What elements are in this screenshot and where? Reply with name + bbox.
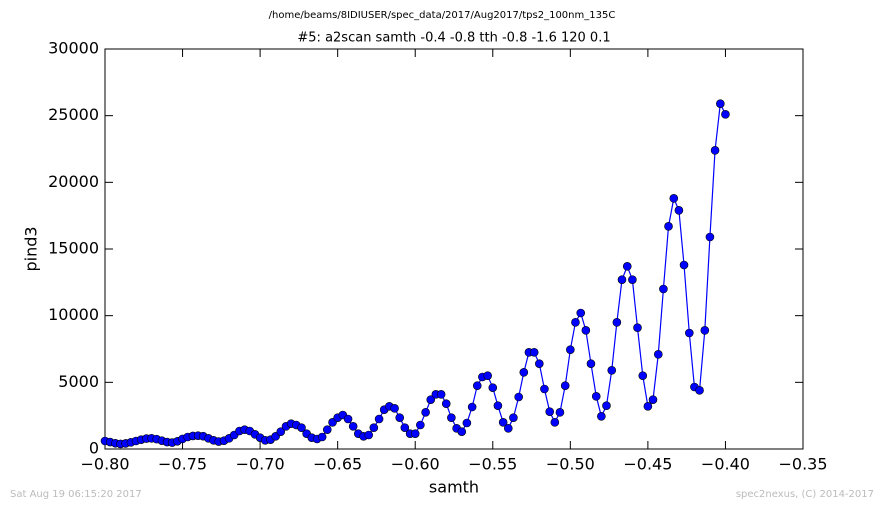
- data-point: [436, 390, 446, 399]
- y-tick-label: 25000: [48, 105, 99, 124]
- data-point: [369, 423, 379, 432]
- data-point: [488, 383, 498, 392]
- data-point: [457, 427, 467, 436]
- data-point: [426, 395, 436, 404]
- data-point: [560, 381, 570, 390]
- y-tick-label: 20000: [48, 172, 99, 191]
- data-point: [659, 284, 668, 294]
- data-point: [343, 414, 353, 424]
- chart-subtitle: /home/beams/8IDIUSER/spec_data/2017/Aug2…: [269, 10, 616, 21]
- x-tick-label: −0.75: [158, 455, 207, 474]
- data-point: [416, 420, 425, 430]
- data-point: [685, 328, 694, 338]
- data-point: [576, 308, 586, 318]
- data-point: [545, 407, 555, 416]
- data-point: [710, 146, 720, 155]
- x-tick-label: −0.35: [778, 455, 827, 474]
- data-point: [498, 418, 508, 427]
- data-point: [410, 429, 420, 438]
- chart-title: #5: a2scan samth -0.4 -0.8 tth -0.8 -1.6…: [297, 31, 610, 46]
- data-point: [374, 414, 384, 424]
- y-axis-label: pind3: [22, 226, 41, 271]
- data-point: [462, 418, 472, 428]
- x-axis-label: samth: [429, 478, 479, 497]
- data-point: [643, 402, 653, 411]
- data-point: [648, 395, 658, 404]
- data-point: [297, 423, 306, 432]
- x-tick-label: −0.80: [80, 455, 129, 474]
- data-point: [622, 262, 632, 271]
- credit: spec2nexus, (C) 2014-2017: [736, 489, 874, 500]
- data-point: [653, 350, 663, 359]
- data-point: [550, 418, 560, 427]
- data-point: [514, 392, 523, 402]
- data-point: [705, 232, 715, 242]
- timestamp: Sat Aug 19 06:15:20 2017: [10, 489, 142, 500]
- y-tick-label: 0: [89, 439, 99, 458]
- data-point: [612, 318, 622, 327]
- y-tick-label: 30000: [48, 39, 99, 58]
- data-point: [628, 275, 637, 284]
- data-point: [395, 413, 405, 422]
- x-tick-label: −0.45: [623, 455, 672, 474]
- data-point: [441, 399, 451, 408]
- data-point: [674, 206, 684, 215]
- data-point: [529, 348, 539, 357]
- data-point: [509, 413, 518, 422]
- data-point: [317, 432, 327, 442]
- data-point: [700, 326, 710, 335]
- data-point: [571, 318, 580, 327]
- data-point: [483, 371, 492, 380]
- data-point: [493, 401, 503, 410]
- data-point: [638, 371, 648, 380]
- data-point: [597, 412, 606, 421]
- data-point: [566, 345, 575, 354]
- data-point: [535, 359, 544, 368]
- data-point: [503, 424, 513, 433]
- data-point: [472, 381, 482, 390]
- data-point: [276, 427, 286, 436]
- data-point: [716, 99, 725, 108]
- data-point: [421, 408, 430, 417]
- data-point: [664, 222, 673, 231]
- data-point: [581, 326, 591, 335]
- data-point: [322, 425, 332, 434]
- y-tick-label: 10000: [48, 305, 99, 324]
- data-point: [602, 401, 611, 410]
- data-point: [721, 110, 730, 119]
- y-tick-label: 5000: [58, 372, 99, 391]
- data-point: [390, 404, 399, 413]
- x-tick-label: −0.65: [313, 455, 362, 474]
- data-point: [348, 422, 358, 431]
- x-tick-label: −0.55: [468, 455, 517, 474]
- data-point: [591, 392, 601, 401]
- data-point: [617, 275, 627, 284]
- data-point: [447, 413, 456, 422]
- data-point: [555, 408, 565, 417]
- data-point: [519, 368, 529, 377]
- data-point: [669, 194, 679, 203]
- data-point: [695, 386, 704, 395]
- data-point: [467, 402, 477, 412]
- data-point: [400, 423, 410, 432]
- data-line: [104, 101, 726, 445]
- x-tick-label: −0.60: [391, 455, 440, 474]
- data-point: [540, 384, 549, 394]
- data-point: [633, 323, 642, 332]
- data-point: [586, 359, 596, 368]
- x-tick-label: −0.40: [701, 455, 750, 474]
- x-tick-label: −0.50: [546, 455, 595, 474]
- data-point: [364, 430, 373, 440]
- data-point: [607, 366, 617, 375]
- x-tick-label: −0.70: [236, 455, 285, 474]
- data-point: [679, 260, 689, 270]
- y-tick-label: 15000: [48, 239, 99, 258]
